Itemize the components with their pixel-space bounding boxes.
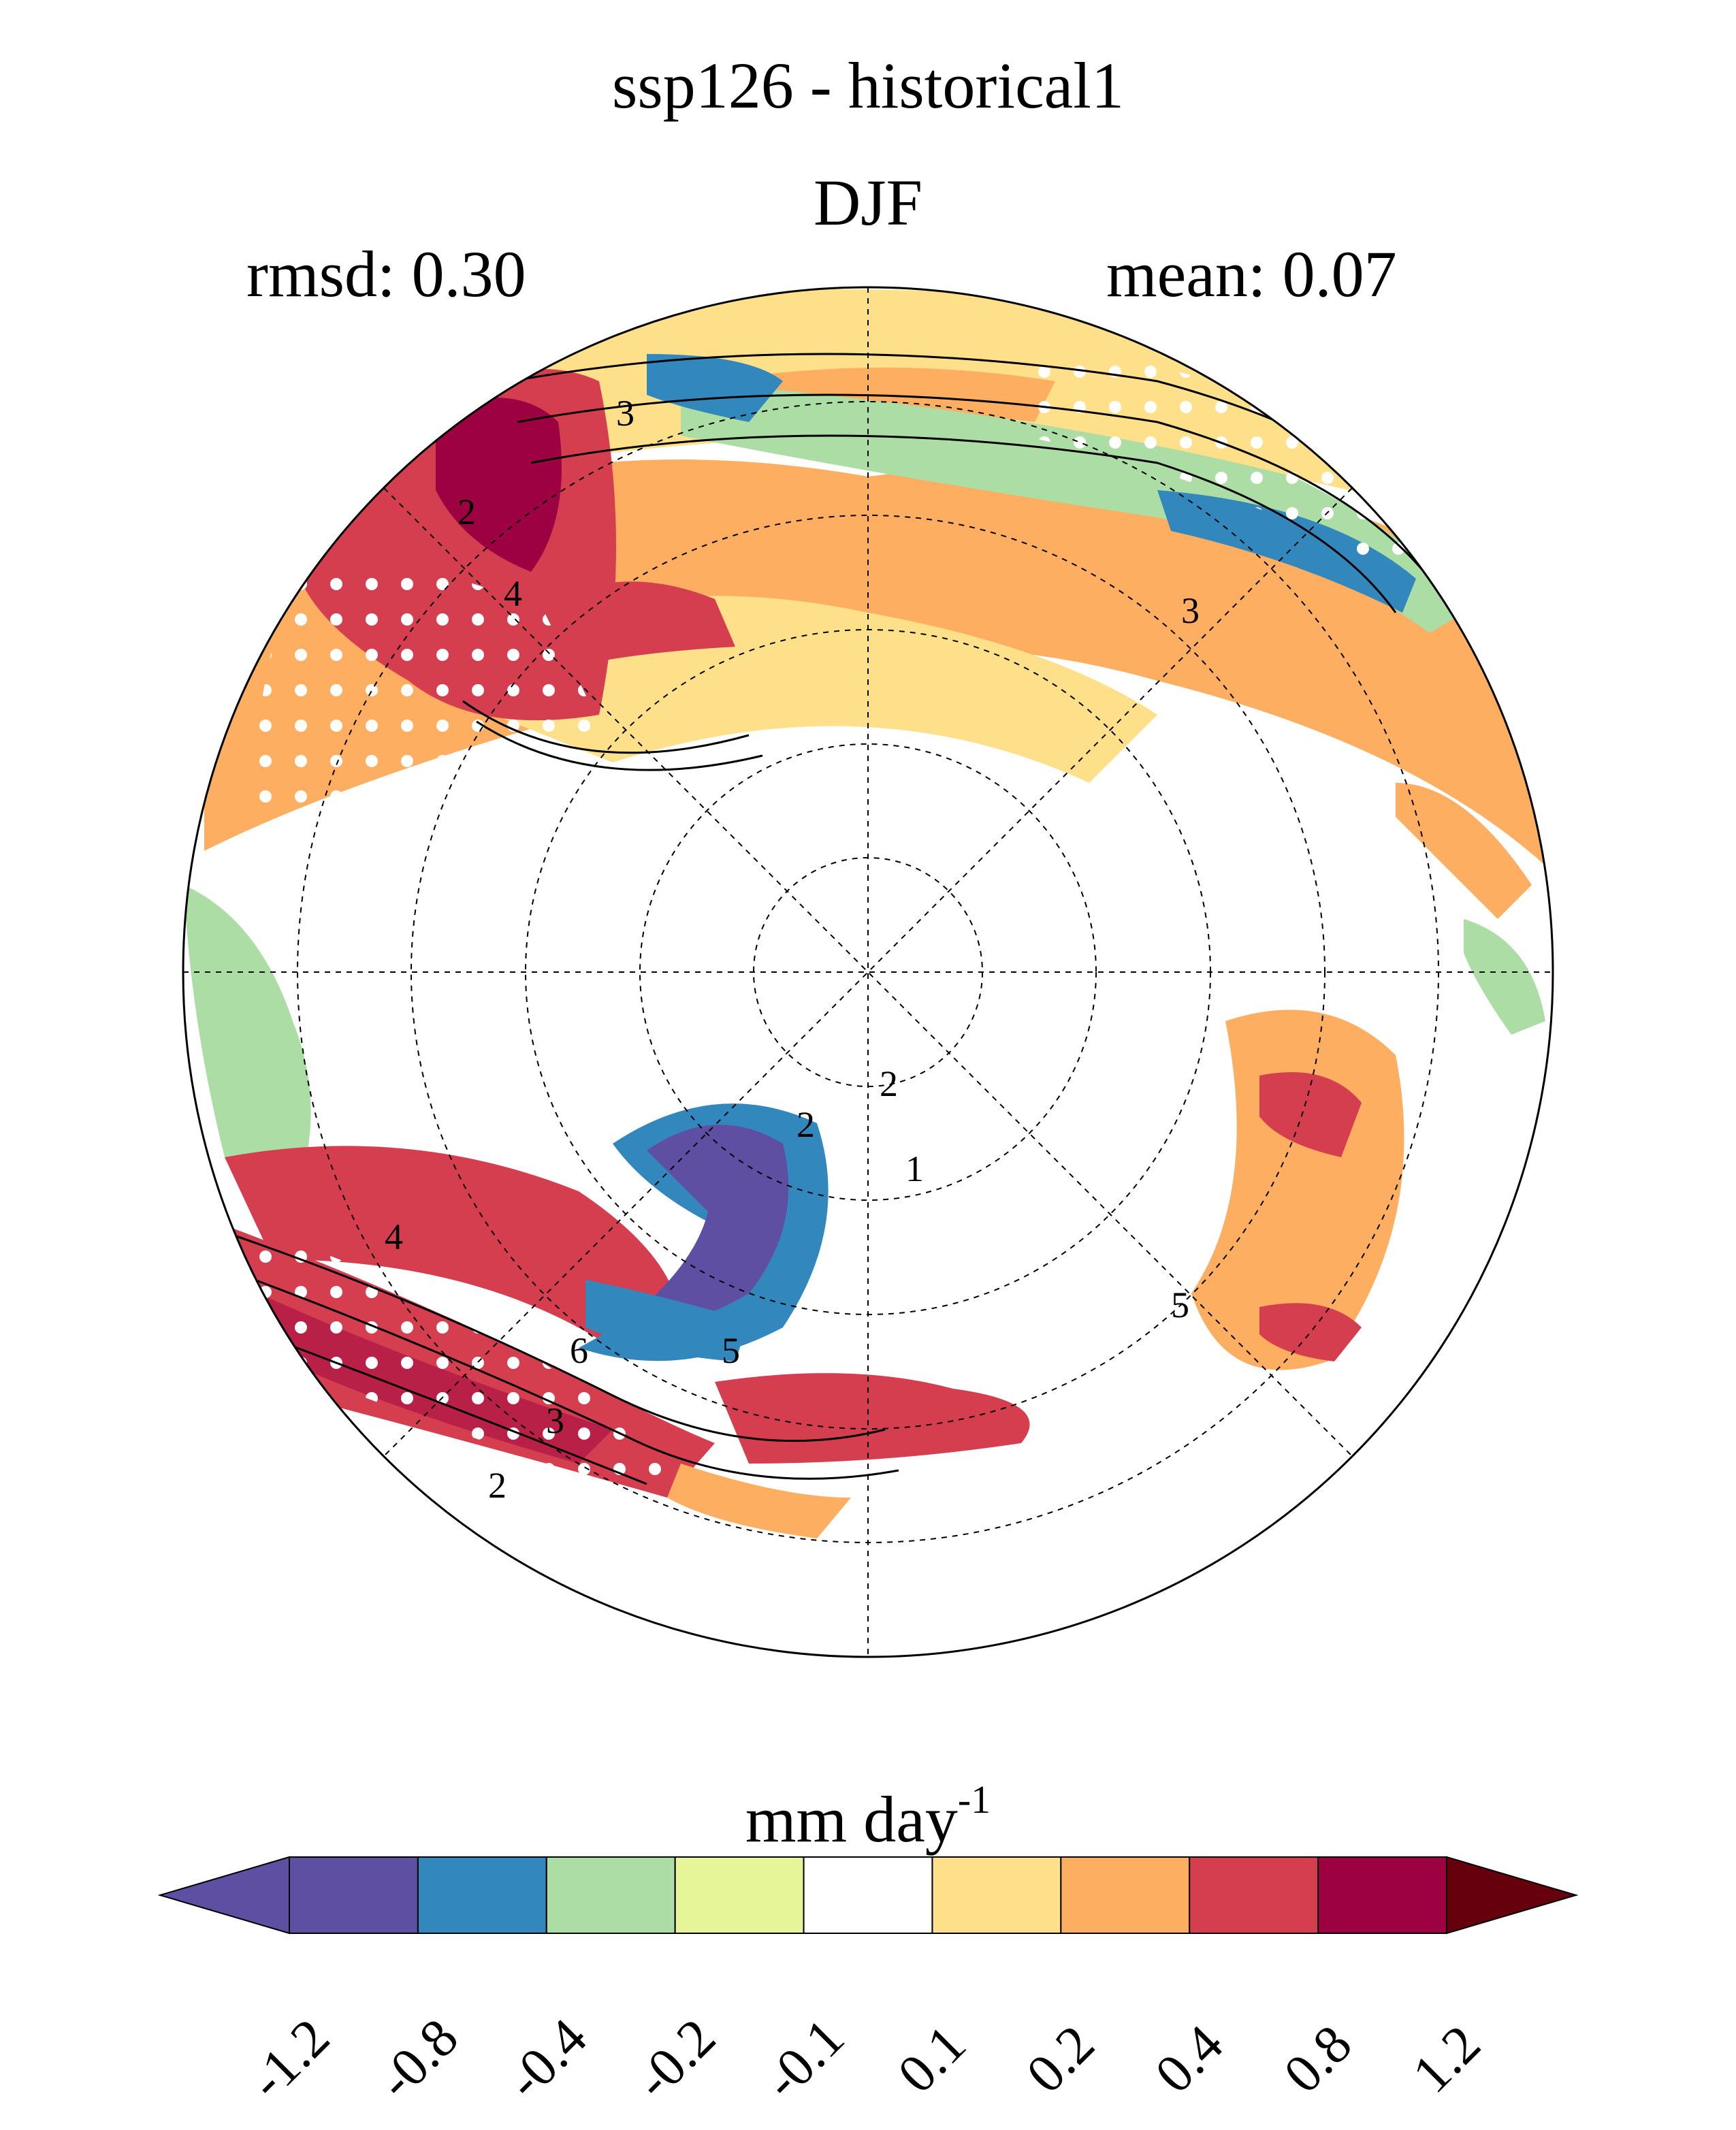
rmsd-value: rmsd: 0.30 — [246, 238, 526, 310]
contour-label: 1 — [905, 1148, 924, 1189]
map-title: ssp126 - historical1 — [612, 49, 1124, 122]
contour-label: 3 — [546, 1400, 564, 1441]
contour-label: 6 — [570, 1330, 588, 1371]
colorbar-bin — [289, 1856, 419, 1934]
colorbar-bin — [545, 1856, 676, 1934]
contour-label: 2 — [488, 1465, 507, 1506]
units-text: mm day — [745, 1783, 958, 1856]
colorbar-extend-low — [157, 1856, 290, 1935]
units-exponent: -1 — [957, 1777, 991, 1822]
colorbar-bin — [417, 1856, 547, 1934]
contour-label: 5 — [1171, 1285, 1189, 1325]
colorbar-extend-high — [1446, 1856, 1579, 1935]
colorbar-bin — [803, 1856, 933, 1934]
map-boundary — [182, 286, 1554, 1658]
contour-label: 4 — [385, 1216, 403, 1257]
contour-label: 3 — [616, 393, 634, 434]
contour-label: 2 — [797, 1104, 815, 1145]
contour-label: 2 — [880, 1063, 898, 1104]
contour-label: 3 — [1181, 590, 1200, 631]
contour-label: 4 — [504, 573, 522, 614]
colorbar-bin — [931, 1856, 1062, 1934]
colorbar-units: mm day-1 — [0, 1780, 1736, 1852]
colorbar-bin — [1317, 1856, 1447, 1934]
colorbar-bin — [1189, 1856, 1319, 1934]
contour-label-group: 3 2 4 3 6 5 4 3 2 2 1 2 5 — [385, 393, 1200, 1506]
colorbar-bin — [1060, 1856, 1191, 1934]
graticule — [183, 287, 1553, 1657]
season-label: DJF — [813, 166, 923, 239]
contour-label: 5 — [722, 1330, 740, 1371]
contour-label: 2 — [457, 491, 476, 532]
colorbar-bin — [674, 1856, 805, 1934]
mean-value: mean: 0.07 — [1106, 238, 1397, 310]
